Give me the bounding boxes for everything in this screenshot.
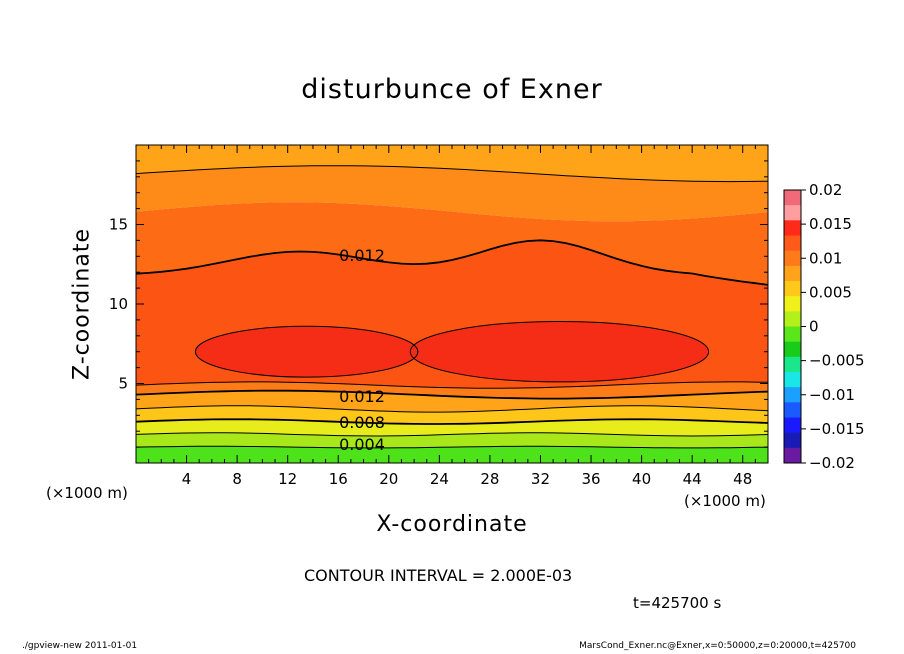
contour-line — [136, 389, 768, 400]
y-axis-ticks: 5 10 15 — [109, 160, 768, 448]
x-tick-label: 24 — [430, 470, 449, 488]
colorbar-tick-label: −0.005 — [809, 352, 865, 370]
x-tick-label: 48 — [733, 470, 752, 488]
contour-band — [136, 432, 768, 448]
colorbar-segment — [784, 281, 801, 297]
contour-line — [136, 165, 768, 183]
colorbar-tick-label: 0.005 — [809, 283, 852, 301]
contour-line — [136, 418, 768, 425]
x-tick-label: 4 — [182, 470, 192, 488]
colorbar-tick-label: −0.02 — [809, 454, 855, 472]
footer-program-label: ./gpview-new 2011-01-01 — [22, 641, 138, 651]
colorbar-tick-label: −0.015 — [809, 420, 865, 438]
x-tick-label: 16 — [329, 470, 348, 488]
contour-band — [136, 202, 768, 285]
contour-band — [136, 446, 768, 463]
contour-band — [136, 165, 768, 222]
footer-file-label: MarsCond_Exner.nc@Exner,x=0:50000,z=0:20… — [579, 641, 856, 651]
colorbar-segment — [784, 220, 801, 236]
contour-band — [136, 419, 768, 436]
y-tick-label: 10 — [109, 295, 128, 313]
x-tick-label: 20 — [379, 470, 398, 488]
contour-interval-label: CONTOUR INTERVAL = 2.000E-03 — [304, 566, 573, 585]
colorbar-segment — [784, 205, 801, 221]
colorbar-segment — [784, 341, 801, 358]
contour-band — [136, 381, 768, 399]
y-axis-unit: (×1000 m) — [46, 484, 128, 502]
contour-line — [136, 445, 768, 449]
colorbar-segment — [784, 372, 801, 388]
y-tick-label: 5 — [118, 375, 128, 393]
chart-title: disturbunce of Exner — [301, 74, 603, 105]
contour-band — [136, 145, 768, 182]
x-tick-label: 40 — [632, 470, 651, 488]
contour-label: 0.008 — [339, 413, 385, 432]
x-axis-unit: (×1000 m) — [684, 492, 766, 510]
colorbar-segment — [784, 356, 801, 373]
colorbar-segment — [784, 265, 801, 282]
contour-labels: 0.012 0.012 0.008 0.004 — [339, 246, 385, 454]
contour-lines — [136, 165, 768, 449]
colorbar-segment — [784, 235, 801, 252]
colorbar-segment — [784, 417, 801, 434]
x-tick-label: 28 — [480, 470, 499, 488]
colorbar-segment — [784, 387, 801, 403]
x-tick-label: 8 — [232, 470, 242, 488]
x-tick-label: 32 — [531, 470, 550, 488]
x-tick-label: 12 — [278, 470, 297, 488]
contour-band — [194, 325, 419, 378]
contour-line — [136, 432, 768, 437]
colorbar-tick-label: 0 — [809, 318, 819, 336]
colorbar-segment — [784, 296, 801, 312]
contour-label: 0.004 — [339, 435, 385, 454]
contour-band — [195, 326, 418, 378]
y-tick-label: 15 — [109, 216, 128, 234]
colorbar-segment — [784, 447, 801, 464]
colorbar-segment — [784, 326, 801, 343]
colorbar-tick-label: 0.01 — [809, 249, 842, 267]
contour-label: 0.012 — [339, 246, 385, 265]
contour-line — [136, 405, 768, 413]
colorbar-segment — [784, 311, 801, 327]
contour-line — [136, 381, 768, 389]
x-tick-label: 36 — [581, 470, 600, 488]
colorbar-tick-label: 0.015 — [809, 215, 852, 233]
contour-label: 0.012 — [339, 387, 385, 406]
colorbar-segment — [784, 402, 801, 418]
contour-bands — [136, 145, 768, 463]
contour-line — [136, 239, 768, 286]
colorbar-tick-label: 0.02 — [809, 181, 842, 199]
time-label: t=425700 s — [633, 594, 722, 612]
x-axis-label: X-coordinate — [376, 512, 528, 537]
x-axis-ticks: 4 8 12 16 20 24 28 32 36 40 44 48 — [148, 145, 769, 488]
colorbar-segment — [784, 432, 801, 449]
contour-band — [409, 320, 710, 383]
colorbar-segment — [784, 190, 801, 206]
colorbar-tick-label: −0.01 — [809, 386, 855, 404]
colorbar: 0.02 0.015 0.01 0.005 0 −0.005 −0.01 −0.015 −0.0… — [783, 181, 865, 472]
x-tick-label: 44 — [683, 470, 702, 488]
colorbar-segment — [784, 250, 801, 267]
contour-band — [410, 321, 709, 382]
